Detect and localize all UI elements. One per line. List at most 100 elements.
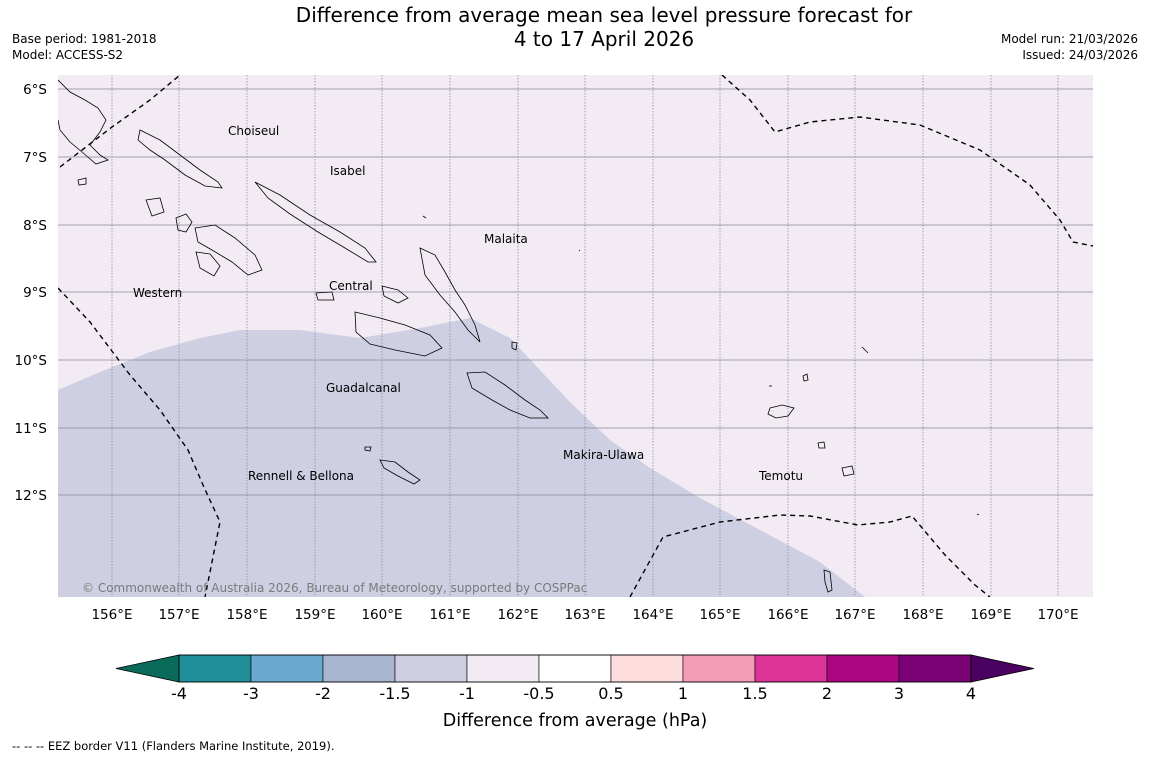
issued-text: Issued: 24/03/2026 bbox=[1022, 48, 1138, 62]
eez-borders bbox=[58, 75, 1093, 597]
colorbar-bin bbox=[898, 654, 972, 683]
lon-label: 166°E bbox=[767, 607, 808, 623]
lon-label: 157°E bbox=[158, 607, 199, 623]
colorbar-tick-label: 3 bbox=[894, 684, 904, 703]
rennell-island bbox=[379, 459, 421, 485]
lat-label: 7°S bbox=[23, 150, 47, 166]
new-georgia-island bbox=[194, 224, 263, 276]
ulawa-island bbox=[511, 341, 518, 351]
colorbar-title: Difference from average (hPa) bbox=[443, 711, 708, 731]
label-central: Central bbox=[329, 279, 373, 293]
base-period-text: Base period: 1981-2018 bbox=[12, 32, 157, 46]
nggela-island bbox=[381, 285, 409, 304]
colorbar-extend-max bbox=[970, 654, 1035, 683]
latitude-labels: 6°S 7°S 8°S 9°S 10°S 11°S 12°S bbox=[15, 82, 48, 504]
lat-label: 9°S bbox=[23, 285, 47, 301]
vella-lavella-island bbox=[175, 213, 193, 233]
lon-label: 170°E bbox=[1037, 607, 1078, 623]
rendova-island bbox=[195, 251, 221, 277]
colorbar-tick-label: 1.5 bbox=[742, 684, 767, 703]
colorbar-tick-label: 0.5 bbox=[598, 684, 623, 703]
ontong-java-atoll bbox=[422, 215, 427, 219]
sikaiana-atoll bbox=[578, 249, 581, 252]
colorbar-bin bbox=[322, 654, 396, 683]
title-line-2: 4 to 17 April 2026 bbox=[513, 27, 695, 51]
label-makira-ulawa: Makira-Ulawa bbox=[563, 448, 644, 462]
lon-label: 163°E bbox=[564, 607, 605, 623]
label-isabel: Isabel bbox=[330, 164, 365, 178]
model-run-text: Model run: 21/03/2026 bbox=[1000, 32, 1138, 46]
map-title: Difference from average mean sea level p… bbox=[250, 3, 958, 51]
colorbar-bin bbox=[682, 654, 756, 683]
eez-border-vanuatu-north bbox=[721, 75, 1093, 247]
map-plot-area: Choiseul Isabel Malaita Western Central … bbox=[58, 75, 1093, 597]
colorbar-bin bbox=[394, 654, 468, 683]
colorbar-tick-labels: -4 -3 -2 -1.5 -1 -0.5 0.5 1 1.5 2 3 4 bbox=[171, 684, 976, 703]
label-temotu: Temotu bbox=[758, 469, 803, 483]
lat-label: 10°S bbox=[15, 353, 48, 369]
colorbar-tick-label: -1.5 bbox=[379, 684, 410, 703]
lat-label: 6°S bbox=[23, 82, 47, 98]
lon-label: 159°E bbox=[294, 607, 335, 623]
colorbar-tick-label: 1 bbox=[678, 684, 688, 703]
model-info: Base period: 1981-2018 Model: ACCESS-S2 bbox=[12, 31, 157, 63]
lon-label: 169°E bbox=[970, 607, 1011, 623]
lon-label: 161°E bbox=[429, 607, 470, 623]
torres-islands bbox=[823, 569, 833, 593]
province-labels: Choiseul Isabel Malaita Western Central … bbox=[133, 124, 803, 483]
nendo-island bbox=[767, 404, 795, 419]
colorbar-tick-label: -1 bbox=[459, 684, 475, 703]
lon-label: 168°E bbox=[902, 607, 943, 623]
reef-islands bbox=[861, 346, 869, 354]
colorbar-bin bbox=[250, 654, 324, 683]
eez-border-png-north bbox=[59, 75, 181, 168]
colorbar-bin bbox=[538, 654, 612, 683]
duff-islands bbox=[802, 373, 809, 382]
lon-label: 164°E bbox=[632, 607, 673, 623]
isabel-island bbox=[254, 181, 377, 263]
colorbar-bin bbox=[466, 654, 540, 683]
colorbar-frame bbox=[178, 654, 972, 683]
lon-label: 160°E bbox=[361, 607, 402, 623]
anuta-island bbox=[976, 513, 980, 516]
vanikoro-island bbox=[841, 465, 855, 477]
makira-island bbox=[466, 371, 549, 419]
eez-legend-footnote: -- -- -- EEZ border V11 (Flanders Marine… bbox=[12, 739, 335, 753]
colorbar-bin bbox=[754, 654, 828, 683]
colorbar-bin bbox=[826, 654, 900, 683]
label-rennell-bellona: Rennell & Bellona bbox=[248, 469, 354, 483]
label-malaita: Malaita bbox=[484, 232, 528, 246]
colorbar-bins bbox=[178, 654, 972, 683]
lat-label: 12°S bbox=[15, 488, 48, 504]
shortland-islands bbox=[77, 177, 87, 186]
graticule bbox=[58, 75, 1093, 597]
bougainville-island bbox=[58, 79, 109, 165]
anomaly-field-lower-region bbox=[58, 318, 865, 597]
choiseul-island bbox=[137, 129, 223, 189]
longitude-labels: 156°E 157°E 158°E 159°E 160°E 161°E 162°… bbox=[91, 607, 1078, 623]
colorbar-tick-label: 4 bbox=[966, 684, 976, 703]
colorbar: -4 -3 -2 -1.5 -1 -0.5 0.5 1 1.5 2 3 4 Di… bbox=[115, 654, 1035, 731]
colorbar-tick-label: -0.5 bbox=[523, 684, 554, 703]
colorbar-tick-label: 2 bbox=[822, 684, 832, 703]
colorbar-bin bbox=[610, 654, 684, 683]
malaita-island bbox=[419, 247, 481, 343]
eez-border-west bbox=[58, 287, 221, 597]
utupua-island bbox=[817, 441, 826, 449]
coastlines bbox=[58, 79, 980, 593]
label-choiseul: Choiseul bbox=[228, 124, 279, 138]
lon-label: 162°E bbox=[497, 607, 538, 623]
lon-label: 156°E bbox=[91, 607, 132, 623]
colorbar-tick-label: -4 bbox=[171, 684, 187, 703]
colorbar-extend-min bbox=[115, 654, 180, 683]
guadalcanal-island bbox=[354, 311, 443, 357]
lon-label: 158°E bbox=[226, 607, 267, 623]
lat-label: 11°S bbox=[15, 421, 48, 437]
lon-label: 167°E bbox=[834, 607, 875, 623]
colorbar-tick-label: -2 bbox=[315, 684, 331, 703]
russell-islands bbox=[315, 291, 335, 301]
lat-label: 8°S bbox=[23, 218, 47, 234]
copyright-notice: © Commonwealth of Australia 2026, Bureau… bbox=[82, 581, 587, 595]
bellona-island bbox=[364, 446, 372, 452]
